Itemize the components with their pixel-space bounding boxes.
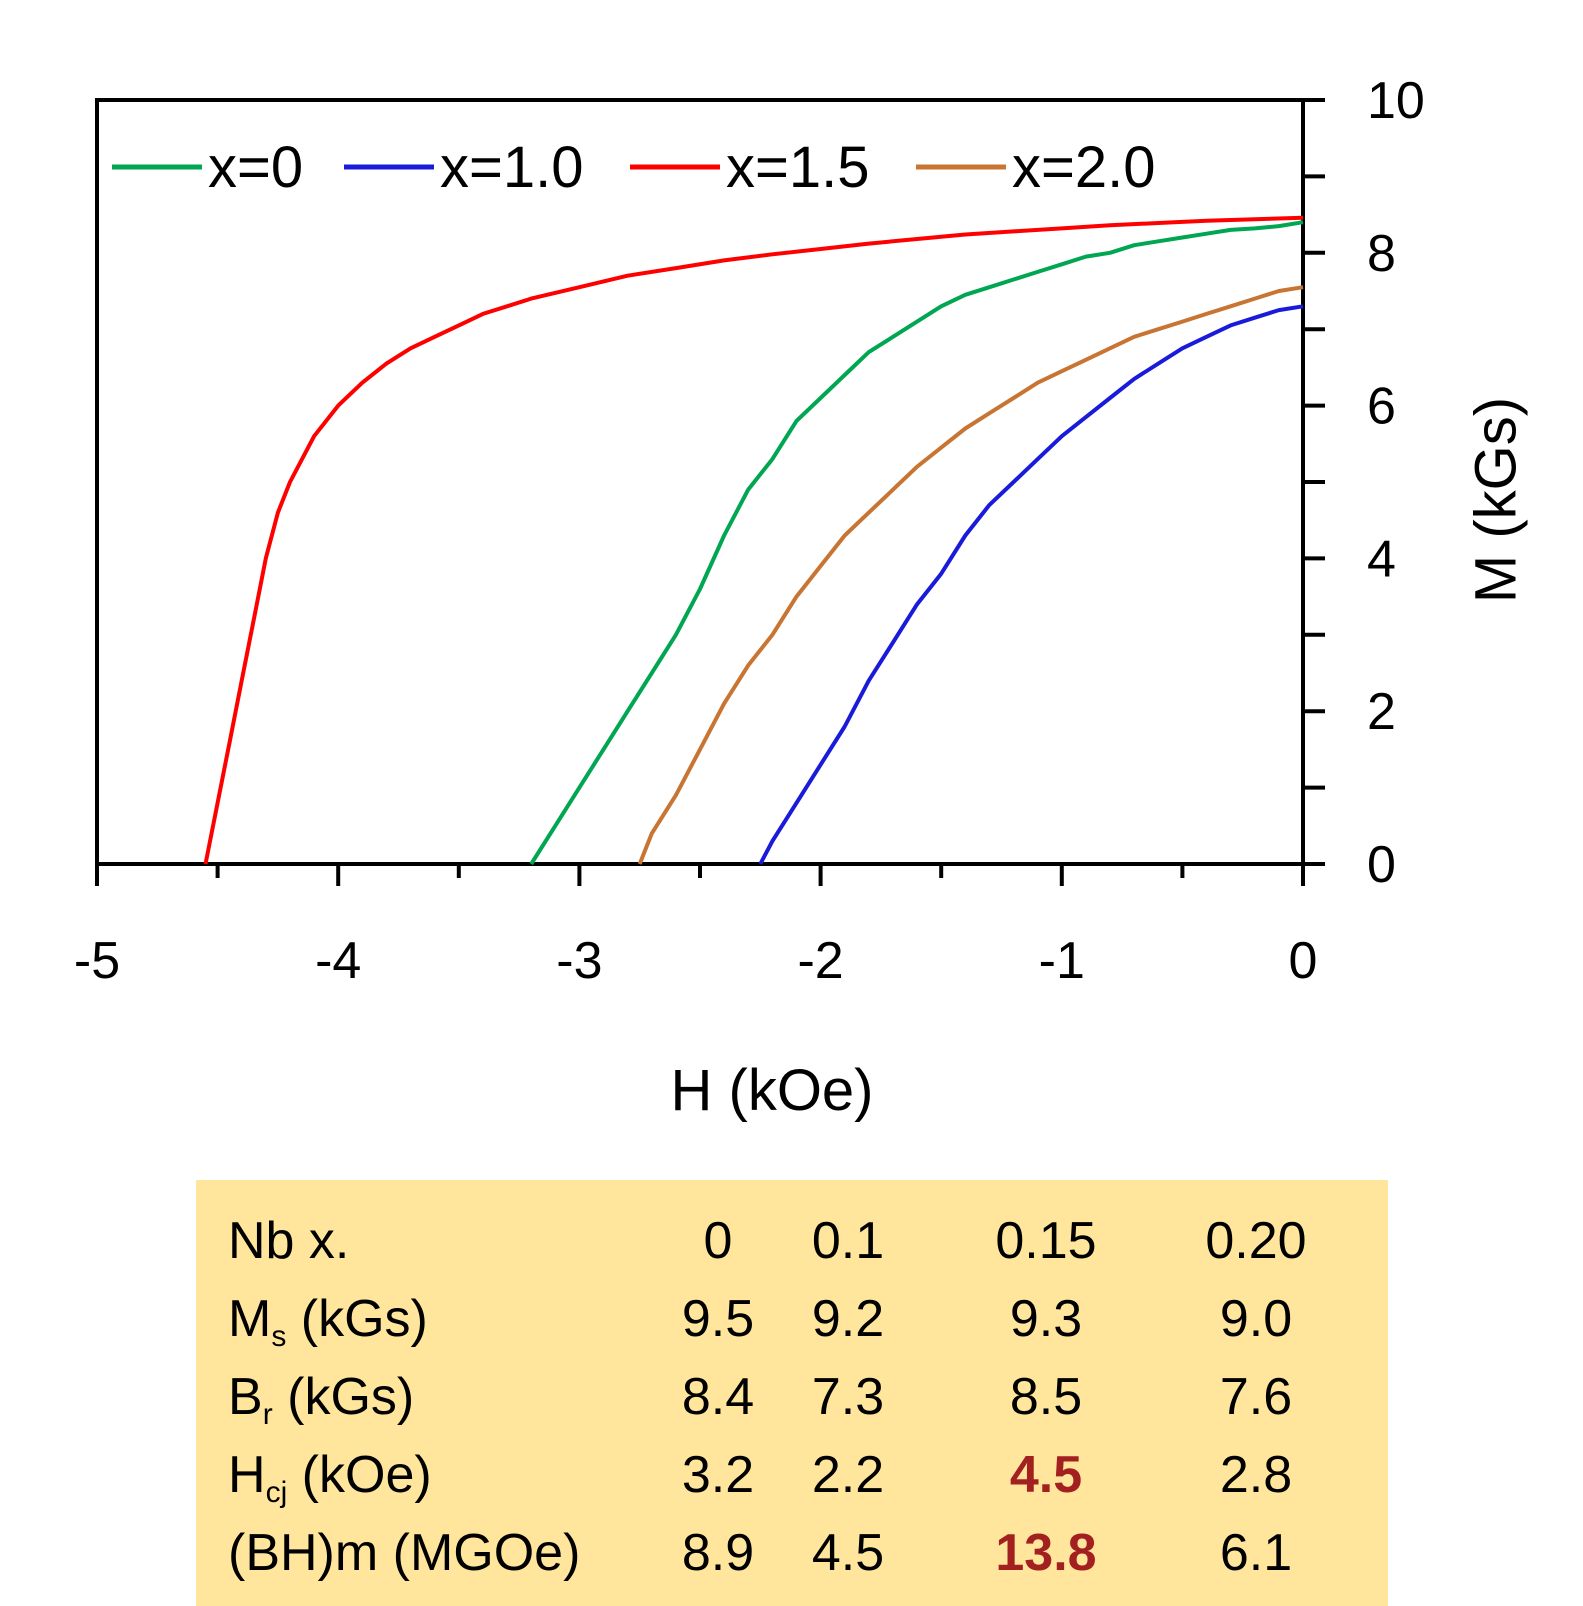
row-label-subscript: r — [262, 1398, 273, 1431]
x-axis-title: H (kOe) — [671, 1058, 874, 1123]
series-line-x=1.0 — [758, 304, 1304, 865]
y-tick-label: 2 — [1367, 683, 1396, 741]
table-row: (BH)m (MGOe) 8.9 4.5 13.8 6.1 — [196, 1514, 1388, 1592]
series-line-x=0 — [529, 220, 1304, 866]
table-row: Ms (kGs) 9.5 9.2 9.3 9.0 — [196, 1280, 1388, 1358]
table-cell: 3.2 — [681, 1446, 755, 1504]
row-label-subscript: cj — [265, 1476, 288, 1509]
table-cell: 4.5 — [811, 1524, 885, 1582]
y-tick-label: 8 — [1367, 225, 1396, 283]
table-cell: 0 — [703, 1212, 733, 1270]
table-cell: 6.1 — [1219, 1524, 1293, 1582]
row-label: (BH)m (MGOe) — [228, 1524, 581, 1582]
table-cell: 2.2 — [811, 1446, 885, 1504]
table-cell: 9.3 — [1009, 1290, 1083, 1348]
table-cell: 0.15 — [995, 1212, 1097, 1270]
table-cell: 0.20 — [1205, 1212, 1307, 1270]
row-label: Hcj (kOe) — [228, 1446, 432, 1509]
series-lines — [203, 215, 1304, 866]
legend-label: x=1.5 — [726, 135, 870, 200]
row-label: Br (kGs) — [228, 1368, 415, 1431]
x-tick-label: -3 — [556, 932, 602, 990]
legend: x=0 x=1.0 x=1.5 x=2.0 — [112, 135, 1156, 200]
x-tick-label: 0 — [1289, 932, 1318, 990]
series-line-x=2.0 — [637, 285, 1304, 865]
table-cell: 8.4 — [681, 1368, 755, 1426]
table-cell: 9.2 — [811, 1290, 885, 1348]
y-axis-ticks: 0 2 4 6 8 10 — [1303, 72, 1425, 894]
table-cell: 8.9 — [681, 1524, 755, 1582]
table-row: Hcj (kOe) 3.2 2.2 4.5 2.8 — [196, 1436, 1388, 1514]
row-label: Ms (kGs) — [228, 1290, 428, 1353]
legend-label: x=1.0 — [440, 135, 584, 200]
properties-table: Nb x. 0 0.1 0.15 0.20 Ms (kGs) 9.5 9.2 9.3 9.0 Br … — [196, 1180, 1388, 1606]
x-tick-label: -1 — [1039, 932, 1085, 990]
x-tick-label: -5 — [74, 932, 120, 990]
table-cell: 9.5 — [681, 1290, 755, 1348]
hysteresis-chart: -5 -4 -3 -2 -1 0 0 2 4 6 8 10 x=0 x=1.0 x=1.5 x=2.0 H… — [74, 72, 1528, 1123]
y-axis-title: M (kGs) — [1463, 397, 1528, 603]
table-cell: 9.0 — [1219, 1290, 1293, 1348]
x-tick-label: -4 — [315, 932, 361, 990]
table-row: Br (kGs) 8.4 7.3 8.5 7.6 — [196, 1358, 1388, 1436]
row-label: Nb x. — [228, 1212, 350, 1270]
series-line-x=1.5 — [203, 215, 1304, 865]
table-cell: 8.5 — [1009, 1368, 1083, 1426]
table-row: Nb x. 0 0.1 0.15 0.20 — [196, 1202, 1388, 1280]
table-cell: 4.5 — [1009, 1446, 1083, 1504]
legend-label: x=0 — [208, 135, 303, 200]
table-cell: 7.6 — [1219, 1368, 1293, 1426]
y-tick-label: 0 — [1367, 836, 1396, 894]
x-axis-ticks: -5 -4 -3 -2 -1 0 — [74, 864, 1318, 990]
table-cell: 7.3 — [811, 1368, 885, 1426]
table-cell: 2.8 — [1219, 1446, 1293, 1504]
table-cell: 0.1 — [811, 1212, 885, 1270]
y-tick-label: 4 — [1367, 530, 1396, 588]
y-tick-label: 10 — [1367, 72, 1425, 130]
legend-label: x=2.0 — [1012, 135, 1156, 200]
x-tick-label: -2 — [797, 932, 843, 990]
table-cell: 13.8 — [995, 1524, 1097, 1582]
y-tick-label: 6 — [1367, 378, 1396, 436]
row-label-subscript: s — [271, 1320, 287, 1353]
